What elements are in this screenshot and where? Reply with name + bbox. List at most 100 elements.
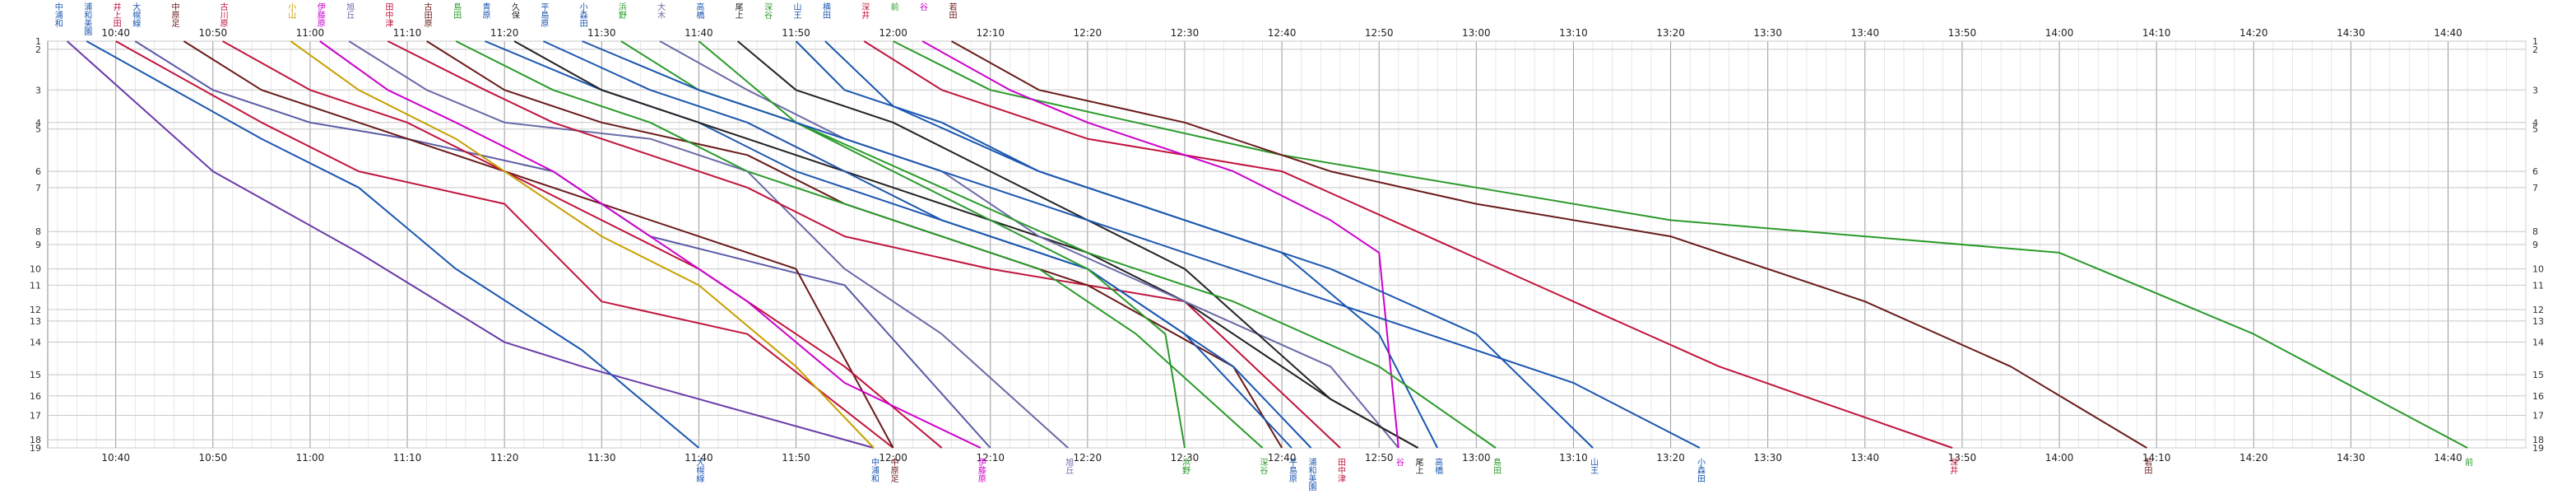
train-line: [824, 40, 1594, 449]
time-tick-top: 11:50: [782, 27, 810, 39]
time-tick-bottom: 14:00: [2045, 452, 2074, 464]
time-tick-top: 12:50: [1365, 27, 1394, 39]
time-tick-top: 11:40: [685, 27, 713, 39]
time-tick-bottom: 12:10: [976, 452, 1005, 464]
bottom-labels: 大幌線 中浦和 中原足 伊藤原 旭丘 浜野 深谷 平島原 浦和美園 田中津 谷尾上 高橋 島田 山王 小森田…: [694, 457, 2473, 492]
train-line: [348, 40, 1069, 449]
time-tick-top: 13:30: [1753, 27, 1782, 39]
time-tick-bottom: 12:40: [1268, 452, 1297, 464]
bottom-train-label: 平島原: [1287, 458, 1297, 482]
time-tick-top: 13:10: [1559, 27, 1588, 39]
time-tick-bottom: 13:40: [1851, 452, 1880, 464]
train-line: [222, 40, 943, 449]
time-tick-top: 14:20: [2239, 27, 2268, 39]
station-code-left: 19: [30, 443, 41, 454]
top-train-label: 久保: [509, 2, 519, 20]
top-train-label: 大木: [656, 2, 666, 20]
bottom-train-label: 深谷: [1258, 458, 1268, 475]
top-train-label: 中原足: [169, 2, 179, 28]
station-code-left: 4: [35, 118, 41, 128]
station-code-left: 16: [30, 391, 41, 402]
top-train-label: 深谷: [763, 2, 773, 20]
train-line: [86, 40, 700, 449]
train-lines: [66, 40, 2468, 449]
time-tick-top: 11:30: [587, 27, 616, 39]
station-code-left: 18: [30, 435, 41, 445]
top-train-label: 谷: [918, 2, 928, 12]
top-train-label: 尾上: [733, 2, 743, 19]
time-tick-bottom: 13:00: [1462, 452, 1491, 464]
time-tick-bottom: 13:30: [1753, 452, 1782, 464]
time-tick-top: 13:00: [1462, 27, 1491, 39]
train-line: [659, 40, 1399, 449]
station-code-right: 10: [2532, 264, 2544, 275]
train-line: [863, 40, 1953, 449]
top-train-label: 旭丘: [345, 2, 355, 19]
bottom-train-label: 田中津: [1335, 458, 1345, 483]
station-code-left: 8: [35, 226, 41, 237]
time-tick-bottom: 14:30: [2337, 452, 2365, 464]
time-tick-top: 14:10: [2142, 27, 2171, 39]
time-tick-top: 11:20: [490, 27, 519, 39]
station-code-left: 14: [30, 338, 41, 348]
bottom-train-label: 前: [2463, 457, 2473, 467]
time-tick-bottom: 11:30: [587, 452, 616, 464]
bottom-train-label: 中浦和: [870, 457, 880, 483]
top-train-label: 浜野: [616, 2, 626, 19]
time-tick-bottom: 11:50: [782, 452, 810, 464]
bottom-train-label: 山王: [1589, 458, 1599, 474]
station-code-right: 2: [2532, 44, 2538, 55]
bottom-train-label: 深井: [1948, 458, 1958, 475]
station-code-left: 7: [35, 183, 41, 193]
time-tick-bottom: 11:10: [393, 452, 422, 464]
time-tick-top: 14:30: [2337, 27, 2365, 39]
time-tick-top: 14:40: [2434, 27, 2462, 39]
train-line: [319, 40, 982, 449]
station-code-left: 11: [30, 280, 41, 291]
station-code-right: 9: [2532, 240, 2538, 250]
top-labels: 中浦和 浦和美園 井上田 大幌線 中原足 古川原 小山 伊藤原 旭丘 田中津 古田原 島田 青原 久保 平島…: [53, 2, 957, 36]
top-train-label: 深井: [860, 2, 870, 20]
top-train-label: 島田: [452, 2, 462, 19]
bottom-train-label: 小森田: [1696, 458, 1706, 482]
station-code-left: 17: [30, 410, 41, 421]
bottom-train-label: 若田: [2142, 457, 2152, 474]
bottom-train-label: 尾上: [1413, 458, 1423, 474]
time-tick-bottom: 10:50: [199, 452, 228, 464]
station-code-left: 6: [35, 166, 41, 177]
time-tick-top: 11:10: [393, 27, 422, 39]
top-train-label: 前: [889, 2, 898, 12]
top-train-label: 井上田: [111, 2, 121, 27]
station-code-left: 15: [30, 370, 41, 380]
time-tick-bottom: 10:40: [101, 452, 130, 464]
time-tick-top: 13:40: [1851, 27, 1880, 39]
station-code-left: 5: [35, 124, 41, 135]
station-code-right: 11: [2532, 280, 2544, 291]
train-line: [921, 40, 1399, 449]
station-code-right: 14: [2532, 338, 2544, 348]
top-train-label: 若田: [947, 2, 957, 19]
bottom-train-label: 中原足: [889, 457, 898, 483]
top-train-label: 平島原: [539, 2, 549, 27]
time-tick-bottom: 12:30: [1171, 452, 1200, 464]
time-tick-top: 12:10: [976, 27, 1005, 39]
train-line: [455, 40, 1264, 449]
station-code-right: 8: [2532, 226, 2538, 237]
top-train-label: 古川原: [218, 2, 228, 27]
train-line: [115, 40, 894, 449]
time-tick-bottom: 14:10: [2142, 452, 2171, 464]
station-code-right: 19: [2532, 443, 2544, 454]
time-tick-bottom: 12:00: [879, 452, 907, 464]
top-train-label: 大幌線: [131, 2, 141, 27]
station-code-left: 3: [35, 85, 41, 96]
station-code-right: 12: [2532, 305, 2544, 315]
time-tick-bottom: 11:40: [685, 452, 713, 464]
train-line: [542, 40, 1293, 449]
top-train-label: 伊藤原: [315, 2, 325, 27]
time-tick-bottom: 11:20: [490, 452, 519, 464]
top-train-label: 田中津: [383, 2, 393, 28]
station-code-left: 1: [35, 36, 41, 47]
top-train-label: 小森田: [578, 2, 587, 27]
